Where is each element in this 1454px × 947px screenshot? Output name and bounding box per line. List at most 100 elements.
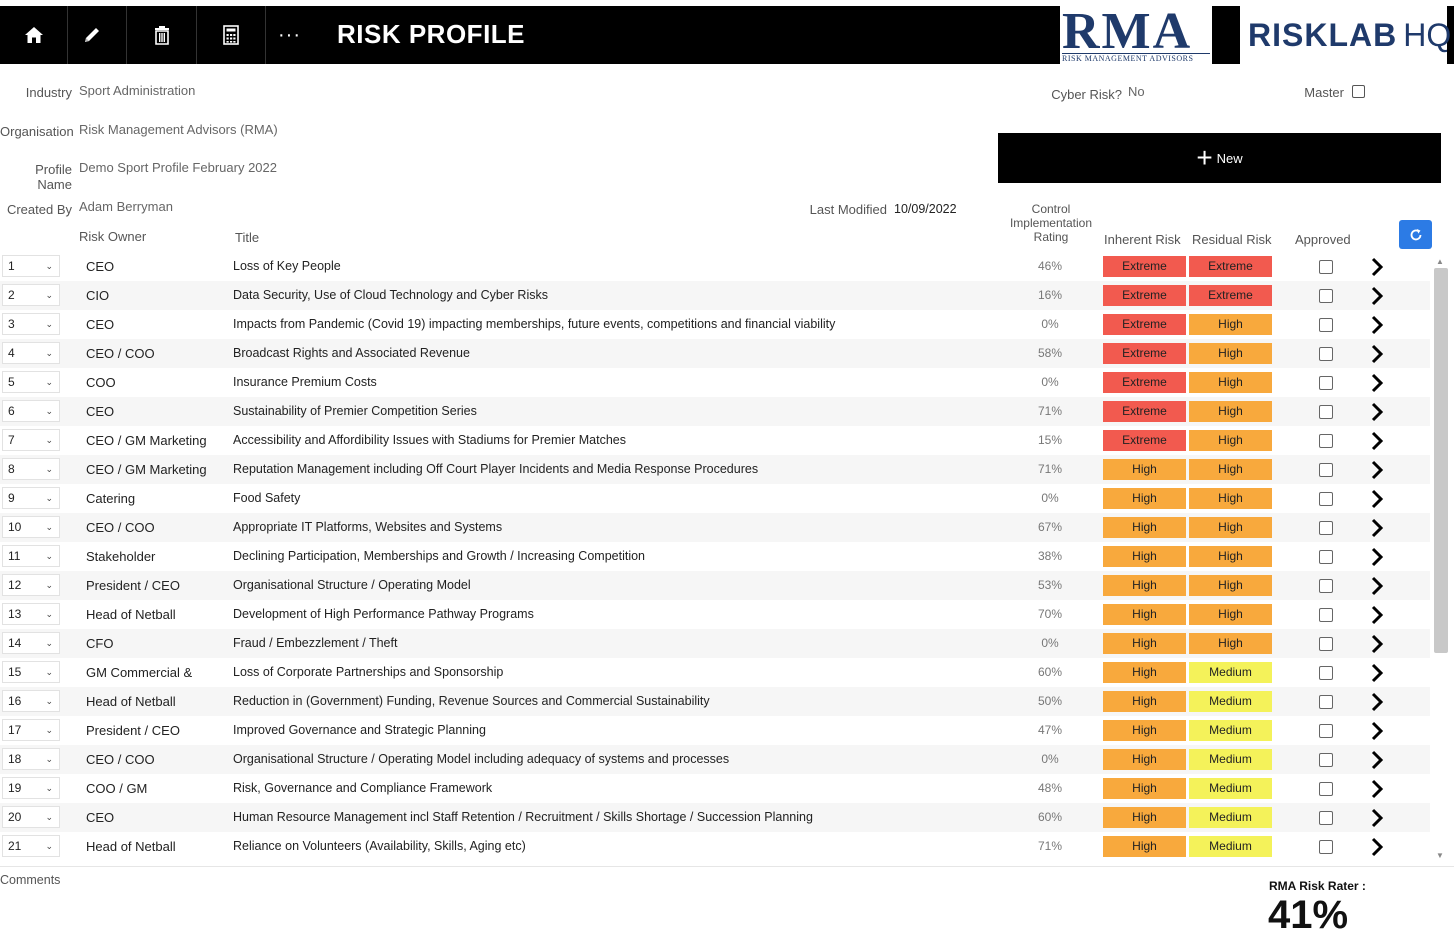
table-row[interactable]: 17 ⌄ President / CEO Improved Governance an… <box>0 716 1430 745</box>
row-number-select[interactable]: 15 ⌄ <box>2 661 60 683</box>
approved-checkbox[interactable] <box>1319 289 1333 303</box>
approved-checkbox[interactable] <box>1319 753 1333 767</box>
approved-checkbox[interactable] <box>1319 463 1333 477</box>
open-risk-button[interactable] <box>1366 516 1388 539</box>
row-number-select[interactable]: 14 ⌄ <box>2 632 60 654</box>
approved-checkbox[interactable] <box>1319 724 1333 738</box>
organisation-value[interactable]: Risk Management Advisors (RMA) <box>79 122 278 137</box>
open-risk-button[interactable] <box>1366 777 1388 800</box>
table-row[interactable]: 13 ⌄ Head of Netball Development of High Pe… <box>0 600 1430 629</box>
open-risk-button[interactable] <box>1366 429 1388 452</box>
table-row[interactable]: 14 ⌄ CFO Fraud / Embezzlement / Theft 0% High… <box>0 629 1430 658</box>
table-row[interactable]: 10 ⌄ CEO / COO Appropriate IT Platforms, We… <box>0 513 1430 542</box>
row-number-select[interactable]: 8 ⌄ <box>2 458 60 480</box>
profile-name-value[interactable]: Demo Sport Profile February 2022 <box>79 160 277 175</box>
table-row[interactable]: 15 ⌄ GM Commercial & Loss of Corporate Part… <box>0 658 1430 687</box>
row-number-select[interactable]: 4 ⌄ <box>2 342 60 364</box>
approved-checkbox[interactable] <box>1319 695 1333 709</box>
open-risk-button[interactable] <box>1366 342 1388 365</box>
row-number-select[interactable]: 1 ⌄ <box>2 255 60 277</box>
home-button[interactable] <box>0 6 68 64</box>
approved-checkbox[interactable] <box>1319 260 1333 274</box>
approved-checkbox[interactable] <box>1319 608 1333 622</box>
approved-checkbox[interactable] <box>1319 811 1333 825</box>
approved-checkbox[interactable] <box>1319 434 1333 448</box>
table-row[interactable]: 5 ⌄ COO Insurance Premium Costs 0% Extreme Hig… <box>0 368 1430 397</box>
table-row[interactable]: 7 ⌄ CEO / GM Marketing Accessibility and Af… <box>0 426 1430 455</box>
table-row[interactable]: 21 ⌄ Head of Netball Reliance on Volunteers… <box>0 832 1430 861</box>
created-by-value[interactable]: Adam Berryman <box>79 199 173 214</box>
row-number-select[interactable]: 16 ⌄ <box>2 690 60 712</box>
table-row[interactable]: 11 ⌄ Stakeholder Declining Participation, M… <box>0 542 1430 571</box>
open-risk-button[interactable] <box>1366 487 1388 510</box>
open-risk-button[interactable] <box>1366 545 1388 568</box>
open-risk-button[interactable] <box>1366 313 1388 336</box>
master-checkbox[interactable] <box>1352 85 1365 98</box>
table-row[interactable]: 1 ⌄ CEO Loss of Key People 46% Extreme Extreme <box>0 252 1430 281</box>
approved-checkbox[interactable] <box>1319 376 1333 390</box>
scroll-up-icon[interactable]: ▲ <box>1436 257 1444 266</box>
delete-button[interactable] <box>127 6 197 64</box>
open-risk-button[interactable] <box>1366 806 1388 829</box>
approved-checkbox[interactable] <box>1319 405 1333 419</box>
approved-checkbox[interactable] <box>1319 318 1333 332</box>
table-row[interactable]: 16 ⌄ Head of Netball Reduction in (Governme… <box>0 687 1430 716</box>
approved-checkbox[interactable] <box>1319 347 1333 361</box>
industry-value[interactable]: Sport Administration <box>79 83 196 98</box>
row-number-select[interactable]: 12 ⌄ <box>2 574 60 596</box>
row-number-select[interactable]: 18 ⌄ <box>2 748 60 770</box>
column-header-risk-owner[interactable]: Risk Owner <box>79 229 147 244</box>
open-risk-button[interactable] <box>1366 661 1388 684</box>
scroll-down-icon[interactable]: ▼ <box>1436 851 1444 860</box>
approved-checkbox[interactable] <box>1319 550 1333 564</box>
row-number-select[interactable]: 11 ⌄ <box>2 545 60 567</box>
approved-checkbox[interactable] <box>1319 521 1333 535</box>
column-header-residual-risk[interactable]: Residual Risk <box>1192 232 1272 247</box>
table-row[interactable]: 19 ⌄ COO / GM Risk, Governance and Complian… <box>0 774 1430 803</box>
approved-checkbox[interactable] <box>1319 579 1333 593</box>
row-number-select[interactable]: 13 ⌄ <box>2 603 60 625</box>
open-risk-button[interactable] <box>1366 255 1388 278</box>
table-row[interactable]: 2 ⌄ CIO Data Security, Use of Cloud Technol… <box>0 281 1430 310</box>
approved-checkbox[interactable] <box>1319 840 1333 854</box>
approved-checkbox[interactable] <box>1319 782 1333 796</box>
row-number-select[interactable]: 3 ⌄ <box>2 313 60 335</box>
open-risk-button[interactable] <box>1366 690 1388 713</box>
cyber-risk-value[interactable]: No <box>1128 84 1145 99</box>
open-risk-button[interactable] <box>1366 284 1388 307</box>
row-number-select[interactable]: 6 ⌄ <box>2 400 60 422</box>
table-row[interactable]: 4 ⌄ CEO / COO Broadcast Rights and Associat… <box>0 339 1430 368</box>
open-risk-button[interactable] <box>1366 400 1388 423</box>
new-risk-button[interactable]: + New <box>998 133 1441 183</box>
edit-button[interactable] <box>58 6 127 64</box>
row-number-select[interactable]: 5 ⌄ <box>2 371 60 393</box>
table-row[interactable]: 8 ⌄ CEO / GM Marketing Reputation Managemen… <box>0 455 1430 484</box>
row-number-select[interactable]: 7 ⌄ <box>2 429 60 451</box>
approved-checkbox[interactable] <box>1319 492 1333 506</box>
approved-checkbox[interactable] <box>1319 666 1333 680</box>
refresh-button[interactable] <box>1399 220 1432 249</box>
table-row[interactable]: 3 ⌄ CEO Impacts from Pandemic (Covid 19) im… <box>0 310 1430 339</box>
table-row[interactable]: 6 ⌄ CEO Sustainability of Premier Competiti… <box>0 397 1430 426</box>
scrollbar-thumb[interactable] <box>1434 268 1448 653</box>
approved-checkbox[interactable] <box>1319 637 1333 651</box>
table-row[interactable]: 9 ⌄ Catering Food Safety 0% High High <box>0 484 1430 513</box>
row-number-select[interactable]: 2 ⌄ <box>2 284 60 306</box>
column-header-approved[interactable]: Approved <box>1295 232 1351 247</box>
column-header-title[interactable]: Title <box>235 230 260 245</box>
open-risk-button[interactable] <box>1366 603 1388 626</box>
table-row[interactable]: 12 ⌄ President / CEO Organisational Structu… <box>0 571 1430 600</box>
open-risk-button[interactable] <box>1366 574 1388 597</box>
open-risk-button[interactable] <box>1366 458 1388 481</box>
table-row[interactable]: 20 ⌄ CEO Human Resource Management incl Sta… <box>0 803 1430 832</box>
open-risk-button[interactable] <box>1366 632 1388 655</box>
row-number-select[interactable]: 10 ⌄ <box>2 516 60 538</box>
column-header-control-rating[interactable]: Control Implementation Rating <box>1009 202 1093 244</box>
row-number-select[interactable]: 19 ⌄ <box>2 777 60 799</box>
calculator-button[interactable] <box>197 6 266 64</box>
table-row[interactable]: 18 ⌄ CEO / COO Organisational Structure / O… <box>0 745 1430 774</box>
row-number-select[interactable]: 17 ⌄ <box>2 719 60 741</box>
row-number-select[interactable]: 21 ⌄ <box>2 835 60 857</box>
column-header-inherent-risk[interactable]: Inherent Risk <box>1104 232 1181 247</box>
open-risk-button[interactable] <box>1366 835 1388 858</box>
